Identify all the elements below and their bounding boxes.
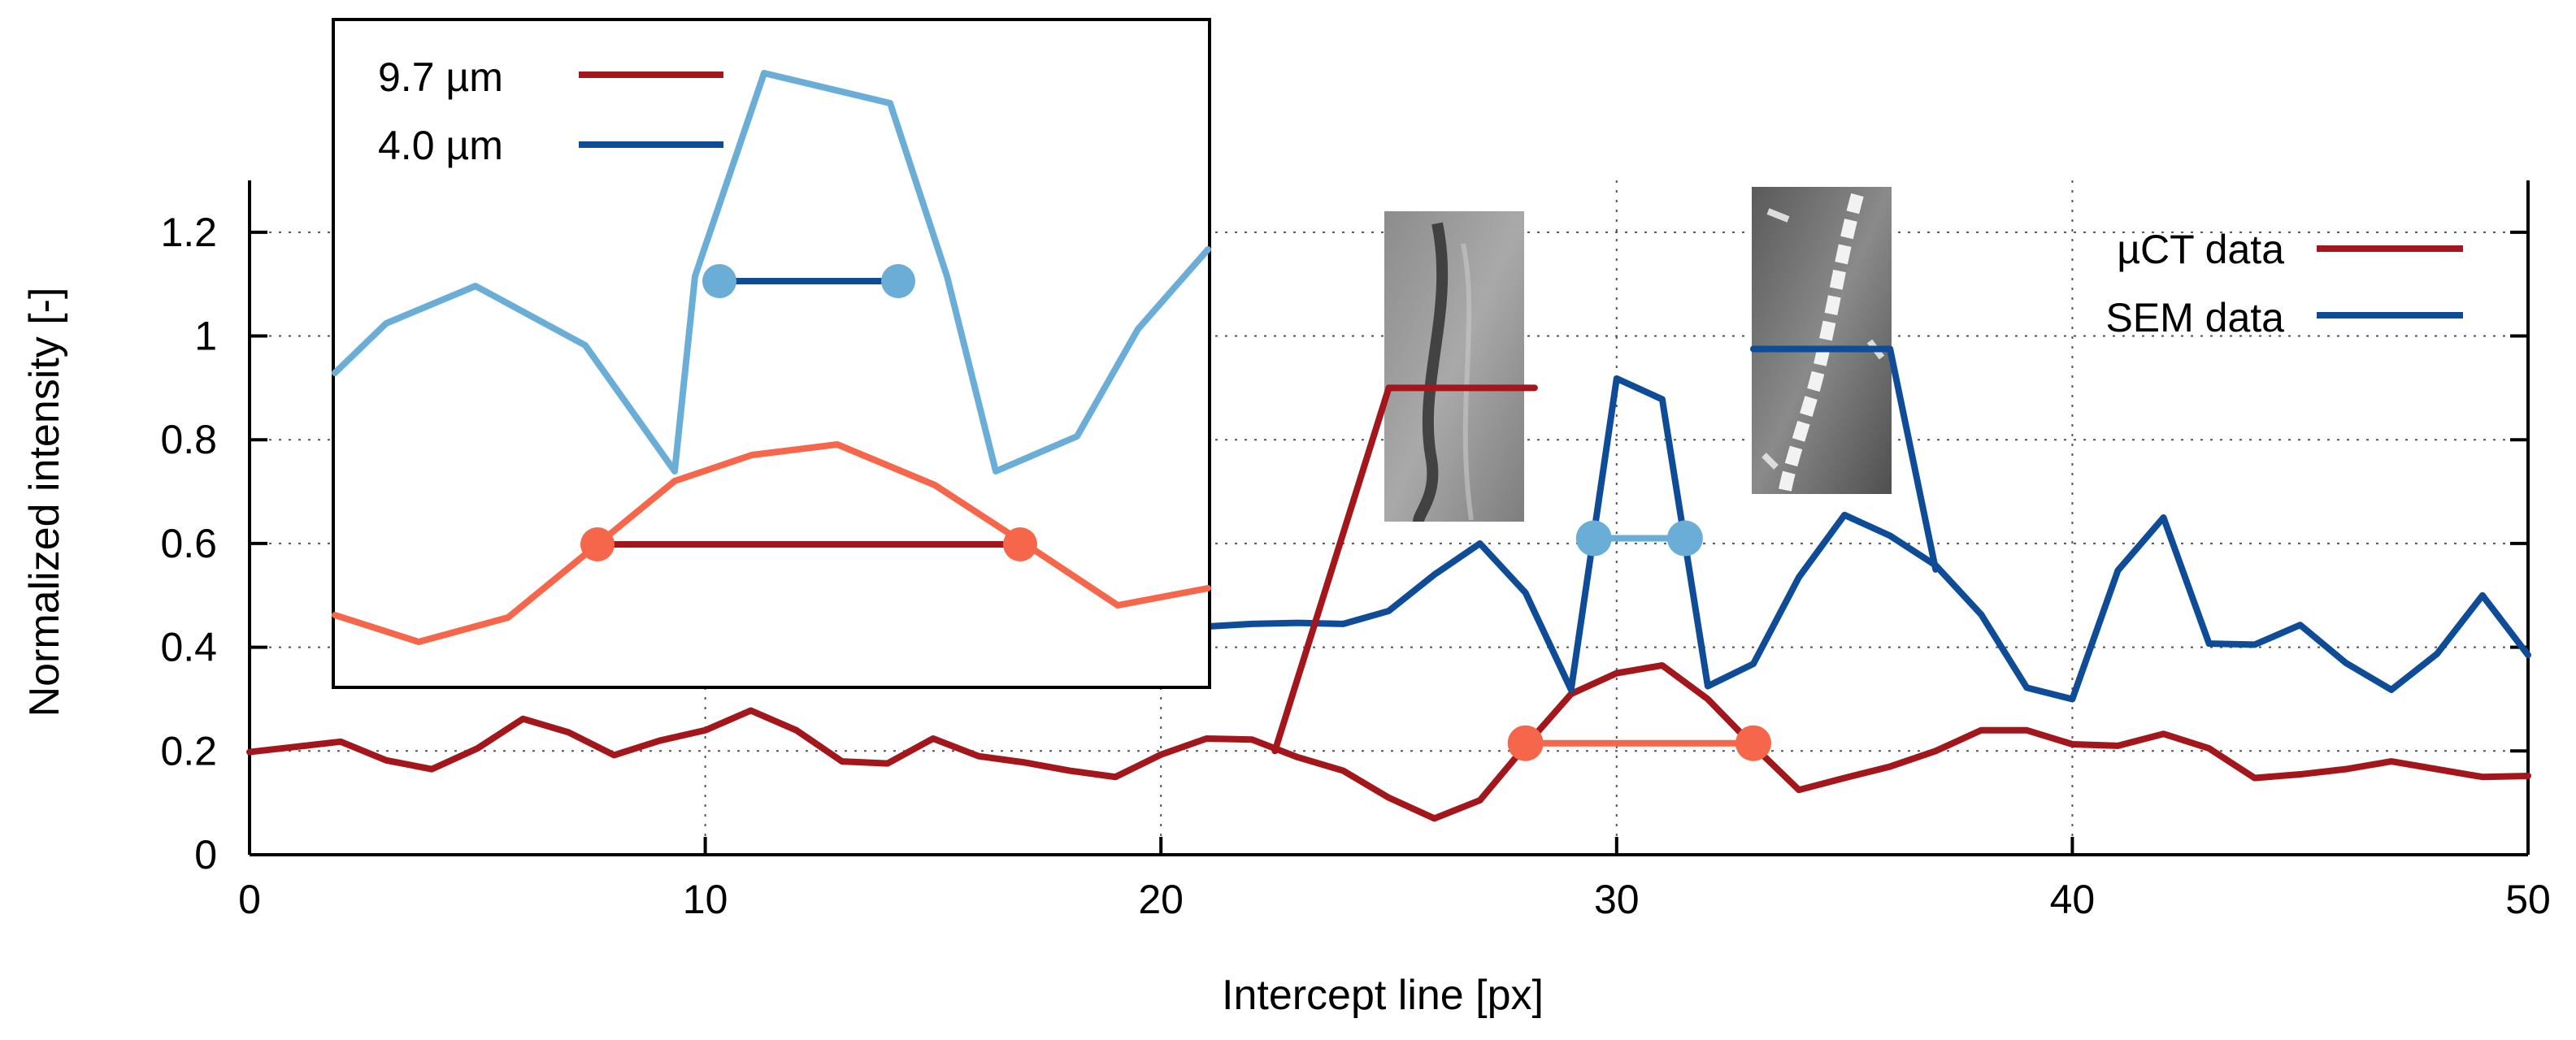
- x-tick-label: 0: [238, 877, 261, 922]
- y-tick-label: 0.4: [160, 625, 217, 670]
- inset-chart: 9.7 µm 4.0 µm: [332, 18, 1211, 689]
- x-tick-label: 10: [683, 877, 728, 922]
- axes: 0 0.2 0.4 0.6 0.8 1 1.2 0 10 20 30 40 50: [160, 180, 2551, 922]
- x-tick-label: 30: [1594, 877, 1640, 922]
- inset-red-endpoint: [580, 527, 615, 561]
- series-line-sem: [1112, 375, 2531, 703]
- sem-connector: [1749, 345, 1940, 573]
- y-tick-label: 0.2: [160, 728, 217, 774]
- legend-label-uct: µCT data: [2117, 227, 2284, 272]
- series-line-uct: [246, 661, 2531, 822]
- legend-label-sem: SEM data: [2105, 295, 2284, 340]
- fwhm-endpoint: [1575, 520, 1612, 557]
- y-tick-label: 0: [194, 832, 217, 878]
- y-tick-label: 0.6: [160, 521, 217, 566]
- fwhm-endpoint: [1735, 725, 1771, 761]
- inset-legend-label-2: 4.0 µm: [378, 123, 503, 168]
- fwhm-endpoint: [1507, 725, 1544, 761]
- legend: µCT data SEM data: [2105, 227, 2463, 340]
- inset-line-orange: [332, 441, 1211, 645]
- inset-frame: [332, 18, 1211, 689]
- fwhm-endpoint: [1666, 520, 1703, 557]
- x-tick-label: 40: [2050, 877, 2096, 922]
- uct-connector: [1271, 384, 1538, 755]
- y-tick-label: 0.8: [160, 417, 217, 462]
- y-axis-label: Normalized intensity [-]: [21, 288, 68, 717]
- inset-line-light-blue: [332, 70, 1211, 474]
- x-tick-label: 50: [2505, 877, 2551, 922]
- x-axis-label: Intercept line [px]: [1222, 972, 1544, 1019]
- uct-micrograph: [1384, 211, 1524, 523]
- y-tick-label: 1.2: [160, 210, 217, 255]
- series-layer: [246, 345, 2531, 822]
- x-tick-label: 20: [1138, 877, 1184, 922]
- inset-blue-endpoint: [881, 264, 915, 298]
- inset-series: [332, 70, 1211, 645]
- y-tick-label: 1: [194, 314, 217, 359]
- sem-micrograph: [1752, 187, 1892, 496]
- inset-legend-label-1: 9.7 µm: [378, 54, 503, 100]
- inset-blue-endpoint: [702, 264, 736, 298]
- fwhm-markers: [1507, 520, 1771, 761]
- inset-red-endpoint: [1003, 527, 1037, 561]
